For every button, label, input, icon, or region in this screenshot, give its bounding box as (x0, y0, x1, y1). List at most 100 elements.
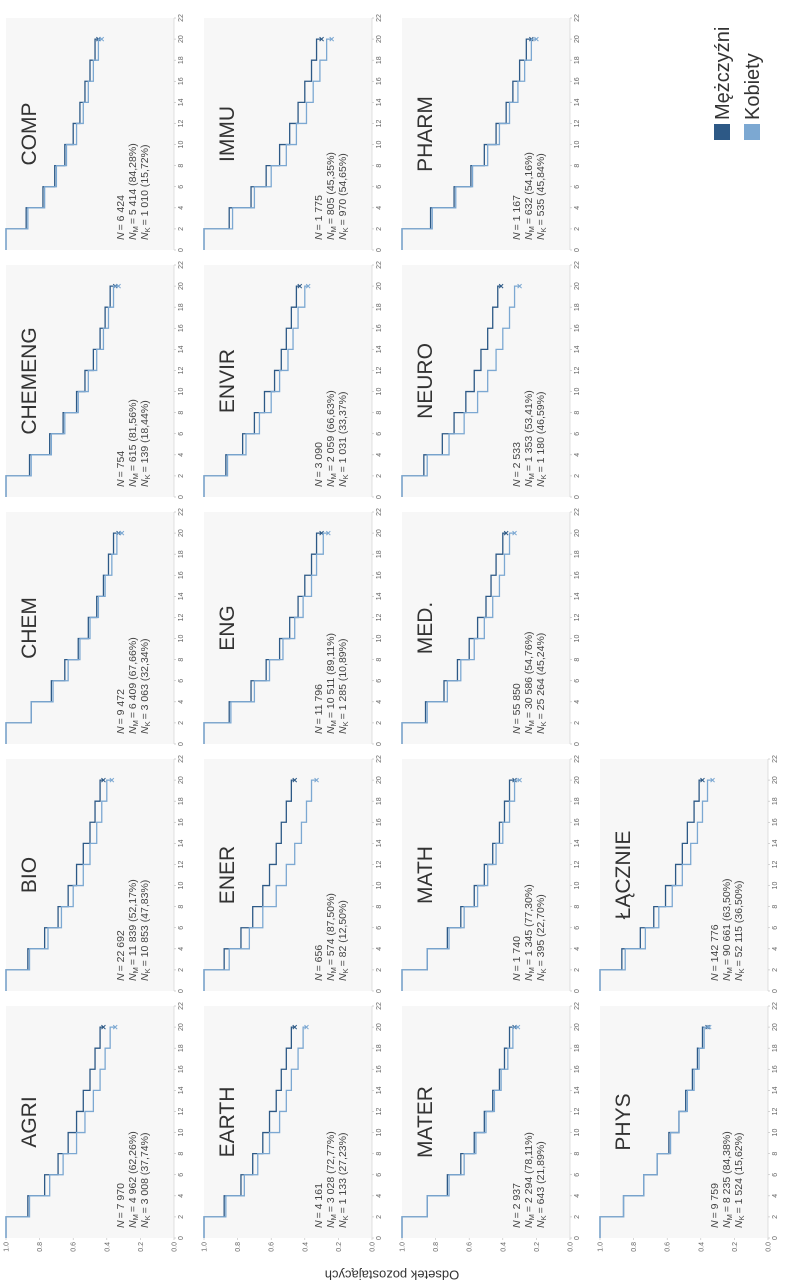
x-tick-label: 16 (178, 1065, 185, 1073)
x-tick-label: 2 (574, 474, 581, 478)
panel-title: PHYS (612, 1093, 635, 1150)
stat-value: = 535 (45,84%) (535, 153, 547, 225)
x-tick-label: 12 (574, 1107, 581, 1115)
x-tick-label: 16 (376, 1065, 383, 1073)
stat-value: = 1 180 (46,59%) (535, 392, 547, 473)
stat-value: = 754 (115, 451, 127, 478)
x-tick-label: 4 (574, 453, 581, 457)
panel-stat: NK= 1 031 (33,37%) (337, 392, 350, 487)
stat-value: = 4 962 (62,26%) (127, 1131, 139, 1212)
stat-subscript: K (539, 1215, 548, 1220)
panel-stat: NM = 90 661 (63,50%) (721, 878, 734, 981)
panel-title: IMMU (216, 106, 239, 162)
y-tick-label: 0.4 (698, 1242, 705, 1252)
stat-subscript: M (329, 473, 338, 479)
x-tick-label: 18 (772, 1044, 779, 1052)
censor-mark (515, 1024, 521, 1030)
stat-subscript: M (131, 1214, 140, 1220)
x-tick-label: 10 (574, 882, 581, 890)
x-tick-label: 22 (376, 1002, 383, 1010)
y-tick-label: 0.0 (766, 1242, 773, 1252)
x-tick-label: 0 (376, 742, 383, 746)
censor-mark (503, 530, 509, 536)
rotated-figure: Odsetek pozostających 024681012141618202… (4, 14, 780, 1283)
x-tick-label: 10 (178, 141, 185, 149)
x-tick-label: 0 (772, 989, 779, 993)
x-tick-label: 14 (376, 1086, 383, 1094)
panel-stat: NM = 4 962 (62,26%) (127, 1131, 140, 1228)
x-tick-label: 6 (178, 1173, 185, 1177)
panel-background (402, 18, 570, 250)
x-tick-label: 12 (376, 1107, 383, 1115)
panel-stat: NM = 6 409 (67,66%) (127, 637, 140, 734)
survival-curve (401, 532, 515, 744)
x-tick-label: 22 (376, 261, 383, 269)
panel-stat: NM = 805 (45,35%) (325, 152, 338, 240)
stat-value: = 395 (22,70%) (535, 894, 547, 966)
panel-stat: NM = 8 235 (84,38%) (721, 1131, 734, 1228)
x-tick-label: 18 (376, 1044, 383, 1052)
legend-swatch (744, 124, 760, 140)
panel-background (204, 512, 372, 744)
x-tick-label: 14 (376, 345, 383, 353)
stat-value: = 55 850 (511, 683, 523, 724)
x-tick-label: 4 (574, 1194, 581, 1198)
stat-value: = 1 775 (313, 195, 325, 230)
x-tick-label: 8 (574, 164, 581, 168)
panel-title: MATH (414, 846, 437, 904)
x-tick-label: 2 (574, 227, 581, 231)
x-tick-label: 12 (376, 119, 383, 127)
x-tick-label: 22 (772, 1002, 779, 1010)
censor-mark (297, 283, 303, 289)
stat-symbol: N (325, 726, 337, 734)
x-tick-label: 10 (772, 1129, 779, 1137)
panel-stat: N= 754 (115, 451, 127, 487)
stat-value: = 139 (18,44%) (139, 400, 151, 472)
stat-subscript: M (725, 1214, 734, 1220)
x-tick-label: 10 (772, 882, 779, 890)
stat-value: = 970 (54,65%) (337, 153, 349, 225)
survival-curve (5, 779, 112, 991)
stat-subscript: K (737, 968, 746, 973)
x-tick-label: 6 (376, 1173, 383, 1177)
x-tick-label: 16 (178, 571, 185, 579)
x-tick-label: 14 (178, 98, 185, 106)
censor-mark (329, 36, 335, 42)
stat-value: = 82 (12,50%) (337, 900, 349, 966)
panel-background (600, 759, 768, 991)
x-tick-label: 4 (178, 206, 185, 210)
stat-value: = 615 (81,56%) (127, 399, 139, 471)
panel-stat: N= 656 (313, 945, 325, 981)
x-tick-label: 16 (376, 571, 383, 579)
x-tick-label: 6 (376, 432, 383, 436)
stat-symbol: N (535, 726, 547, 734)
stat-subscript: K (341, 474, 350, 479)
x-tick-label: 20 (376, 1023, 383, 1031)
censor-mark (517, 777, 522, 783)
y-tick-label: 1.0 (202, 1242, 209, 1252)
x-tick-label: 14 (376, 592, 383, 600)
x-tick-label: 6 (178, 432, 185, 436)
x-tick-label: 8 (772, 905, 779, 909)
survival-curve (5, 1026, 116, 1238)
x-tick-label: 20 (376, 282, 383, 290)
x-tick-label: 20 (574, 35, 581, 43)
x-tick-label: 4 (376, 1194, 383, 1198)
panel-stat: NK= 1 524 (15,62%) (733, 1133, 746, 1228)
x-tick-label: 0 (376, 248, 383, 252)
panel-stat: NK= 3 063 (32,34%) (139, 639, 152, 734)
stat-value: = 52 115 (36,50%) (733, 880, 745, 966)
x-tick-label: 14 (178, 839, 185, 847)
x-tick-label: 6 (772, 926, 779, 930)
x-tick-label: 16 (178, 324, 185, 332)
censor-mark (292, 1024, 298, 1030)
y-tick-label: 0.6 (71, 1242, 78, 1252)
stat-subscript: M (131, 967, 140, 973)
stat-symbol: N (139, 1220, 151, 1228)
x-tick-label: 12 (376, 860, 383, 868)
panel-stat: NK= 1 180 (46,59%) (535, 392, 548, 487)
stat-subscript: M (725, 967, 734, 973)
